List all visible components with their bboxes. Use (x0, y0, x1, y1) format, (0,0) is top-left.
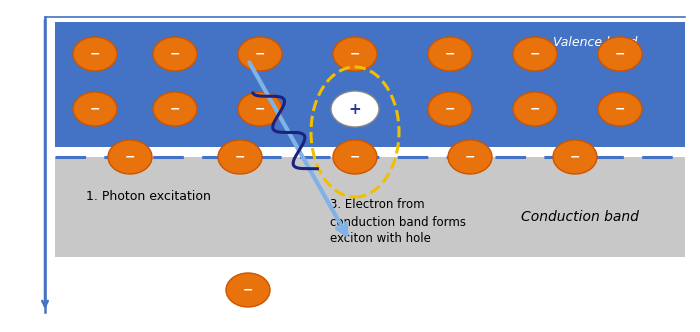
Ellipse shape (73, 92, 117, 126)
Bar (55, 157, 685, 257)
Ellipse shape (331, 91, 379, 127)
Text: −: − (243, 284, 253, 296)
Text: −: − (570, 150, 580, 163)
Text: −: − (350, 150, 360, 163)
Ellipse shape (238, 92, 282, 126)
Text: −: − (169, 103, 181, 116)
Ellipse shape (333, 140, 377, 174)
Ellipse shape (513, 37, 557, 71)
Ellipse shape (218, 140, 262, 174)
Ellipse shape (553, 140, 597, 174)
Text: −: − (530, 103, 540, 116)
Ellipse shape (226, 273, 270, 307)
Text: −: − (255, 47, 265, 60)
Text: −: − (255, 103, 265, 116)
Ellipse shape (428, 92, 472, 126)
Text: Valence band: Valence band (553, 36, 637, 48)
Ellipse shape (73, 37, 117, 71)
Text: −: − (125, 150, 135, 163)
Text: −: − (444, 103, 455, 116)
Text: −: − (350, 47, 360, 60)
Ellipse shape (333, 92, 377, 126)
Text: Conduction band: Conduction band (521, 210, 639, 224)
Text: −: − (169, 47, 181, 60)
Text: −: − (615, 103, 625, 116)
Ellipse shape (238, 37, 282, 71)
Ellipse shape (513, 92, 557, 126)
Text: 3. Electron from
conduction band forms
exciton with hole: 3. Electron from conduction band forms e… (330, 199, 466, 245)
Ellipse shape (448, 140, 492, 174)
Text: −: − (90, 103, 100, 116)
Ellipse shape (333, 37, 377, 71)
Ellipse shape (428, 37, 472, 71)
Ellipse shape (108, 140, 152, 174)
Text: 1. Photon excitation: 1. Photon excitation (85, 191, 211, 204)
Text: −: − (90, 47, 100, 60)
Text: −: − (530, 47, 540, 60)
Text: −: − (234, 150, 245, 163)
Ellipse shape (153, 92, 197, 126)
Ellipse shape (598, 92, 642, 126)
Ellipse shape (598, 37, 642, 71)
Text: −: − (465, 150, 475, 163)
Text: −: − (444, 47, 455, 60)
Text: +: + (349, 102, 361, 117)
Text: −: − (350, 103, 360, 116)
Bar (55, 22, 685, 147)
Ellipse shape (153, 37, 197, 71)
Text: −: − (615, 47, 625, 60)
